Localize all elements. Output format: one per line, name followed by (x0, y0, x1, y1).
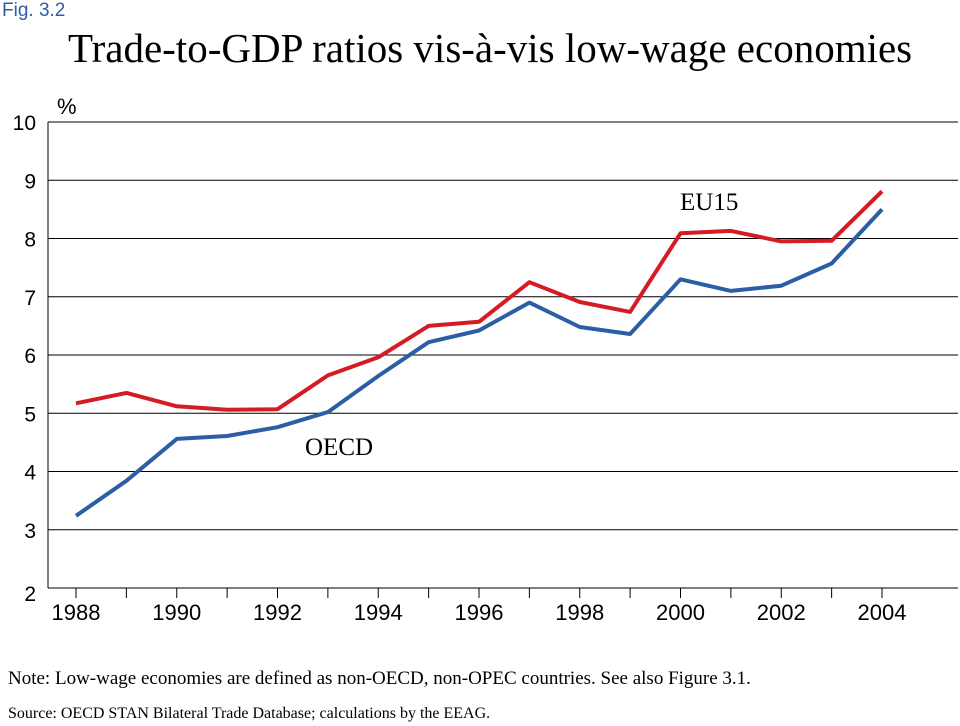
series-line-eu15 (75, 189, 884, 412)
y-tick-label: 4 (24, 462, 36, 485)
y-tick-label: 7 (24, 287, 36, 310)
x-tick-label: 1990 (152, 600, 201, 625)
y-tick-label: 6 (24, 345, 36, 368)
y-tick-label: 10 (13, 112, 36, 135)
series-label-oecd: OECD (305, 434, 373, 461)
series-line-oecd (74, 208, 884, 518)
x-tick-label: 1988 (52, 600, 101, 625)
chart-note: Note: Low-wage economies are defined as … (8, 668, 751, 689)
x-tick-label: 2000 (656, 600, 705, 625)
series-lines (74, 189, 884, 518)
y-tick-label: 9 (24, 170, 36, 193)
figure-label: Fig. 3.2 (2, 0, 66, 21)
chart-source: Source: OECD STAN Bilateral Trade Databa… (8, 705, 491, 722)
y-tick-label: 3 (24, 520, 36, 543)
axes: 2 3 4 5 6 7 8 9 10 1988 1990 1992 1994 1996 1998 2000 20… (13, 94, 907, 625)
x-tick-label: 2004 (858, 600, 907, 625)
x-tick-label: 1996 (455, 600, 504, 625)
series-label-eu15: EU15 (680, 189, 738, 216)
y-tick-label: 2 (24, 583, 36, 606)
x-tick-label: 1998 (555, 600, 604, 625)
labels: EU15 OECD (305, 189, 738, 461)
y-tick-label: 5 (24, 403, 36, 426)
line-chart: 2 3 4 5 6 7 8 9 10 1988 1990 1992 1994 1996 1998 2000 20… (13, 94, 958, 625)
chart-title: Trade-to-GDP ratios vis-à-vis low-wage e… (68, 25, 913, 71)
x-tick-label: 1992 (253, 600, 302, 625)
y-unit-label: % (57, 94, 77, 119)
y-tick-label: 8 (24, 229, 36, 252)
gridlines (48, 121, 958, 589)
x-tick-label: 2002 (757, 600, 806, 625)
x-tick-label: 1994 (354, 600, 403, 625)
